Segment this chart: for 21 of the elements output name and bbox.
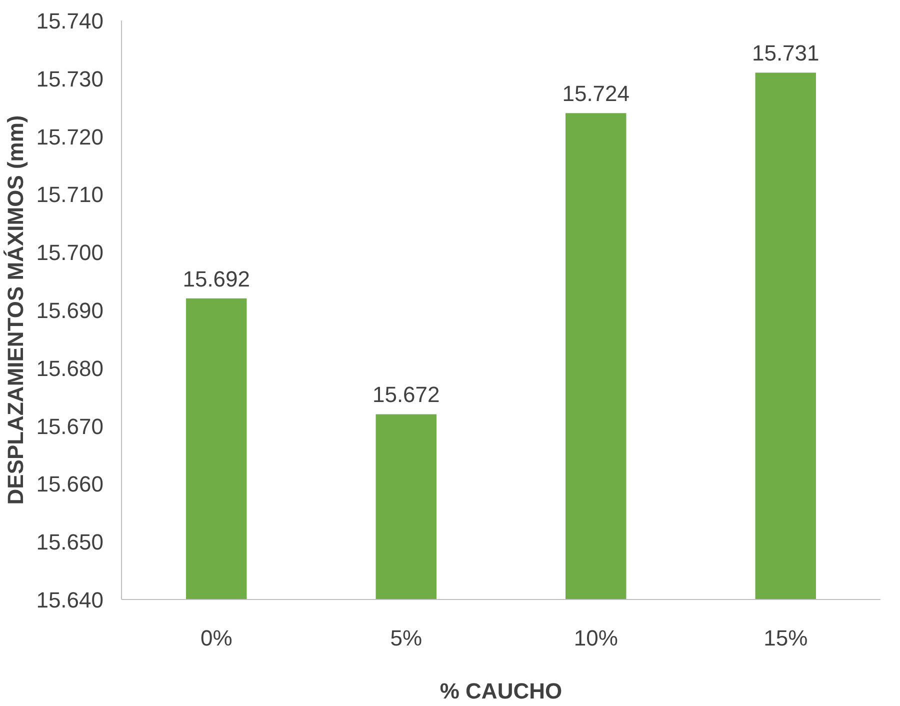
y-tick-label: 15.670 <box>36 414 104 439</box>
x-tick-label: 15% <box>764 626 808 650</box>
y-axis-title: DESPLAZAMIENTOS MÁXIMOS (mm) <box>3 115 28 505</box>
y-tick-label: 15.650 <box>36 530 104 555</box>
y-tick-label: 15.640 <box>36 588 104 612</box>
y-tick-label: 15.710 <box>36 182 104 208</box>
data-label: 15.724 <box>562 81 630 106</box>
y-tick-label: 15.690 <box>36 298 104 323</box>
x-tick-label: 0% <box>200 626 232 650</box>
y-tick-label: 15.730 <box>36 66 104 92</box>
x-tick-label: 5% <box>390 626 422 650</box>
data-label: 15.692 <box>182 266 250 292</box>
y-tick-label: 15.680 <box>36 356 104 381</box>
data-label: 15.672 <box>372 382 440 408</box>
x-axis-title: % CAUCHO <box>440 678 562 704</box>
y-tick-label: 15.660 <box>36 472 104 497</box>
y-tick-label: 15.720 <box>36 124 104 150</box>
data-label: 15.731 <box>752 40 820 66</box>
x-tick-label: 10% <box>574 626 618 650</box>
y-tick-label: 15.700 <box>36 240 104 266</box>
y-tick-label: 15.740 <box>36 8 104 34</box>
